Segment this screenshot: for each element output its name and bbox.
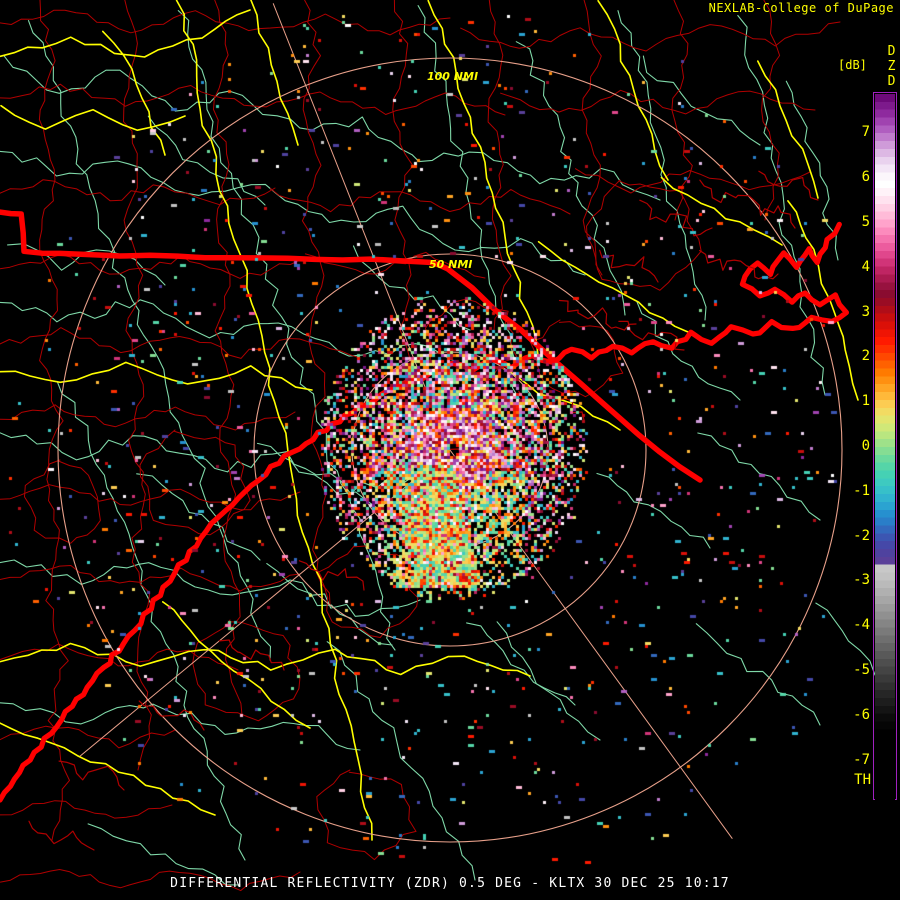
colorbar-panel: DZD [dB] 7 6 5 4 3 2 1 0 -1 -2 -3 -4 -5 -6 -7 TH	[836, 0, 900, 870]
colorbar-tick-3: 3	[861, 303, 870, 320]
product-code-label: DZD	[884, 44, 899, 89]
colorbar-tick-neg2: -2	[853, 527, 870, 544]
colorbar-tick-neg5: -5	[853, 662, 870, 679]
colorbar-tick-6: 6	[861, 169, 870, 186]
colorbar-tick-neg4: -4	[853, 617, 870, 634]
colorbar-tick-neg7: -7	[853, 751, 870, 768]
range-ring-label-100nmi: 100 NMI	[427, 70, 479, 83]
colorbar-tick-2: 2	[861, 348, 870, 365]
colorbar-gradient	[875, 94, 895, 800]
nexlab-brand-label: NEXLAB-College of DuPage	[708, 1, 894, 15]
colorbar-tick-1: 1	[861, 393, 870, 410]
colorbar-tick-neg3: -3	[853, 572, 870, 589]
colorbar-tick-neg1: -1	[853, 482, 870, 499]
colorbar-tick-0: 0	[861, 438, 870, 454]
range-ring-label-50nmi: 50 NMI	[429, 258, 473, 271]
colorbar-units-label: [dB]	[838, 58, 867, 72]
threshold-code-label: TH	[854, 772, 871, 788]
colorbar-scale	[873, 92, 897, 800]
colorbar-tick-5: 5	[861, 213, 870, 230]
product-caption: DIFFERENTIAL REFLECTIVITY (ZDR) 0.5 DEG …	[170, 876, 730, 891]
colorbar-tick-neg6: -6	[853, 706, 870, 723]
colorbar-tick-4: 4	[861, 258, 870, 275]
colorbar-tick-7: 7	[861, 124, 870, 141]
